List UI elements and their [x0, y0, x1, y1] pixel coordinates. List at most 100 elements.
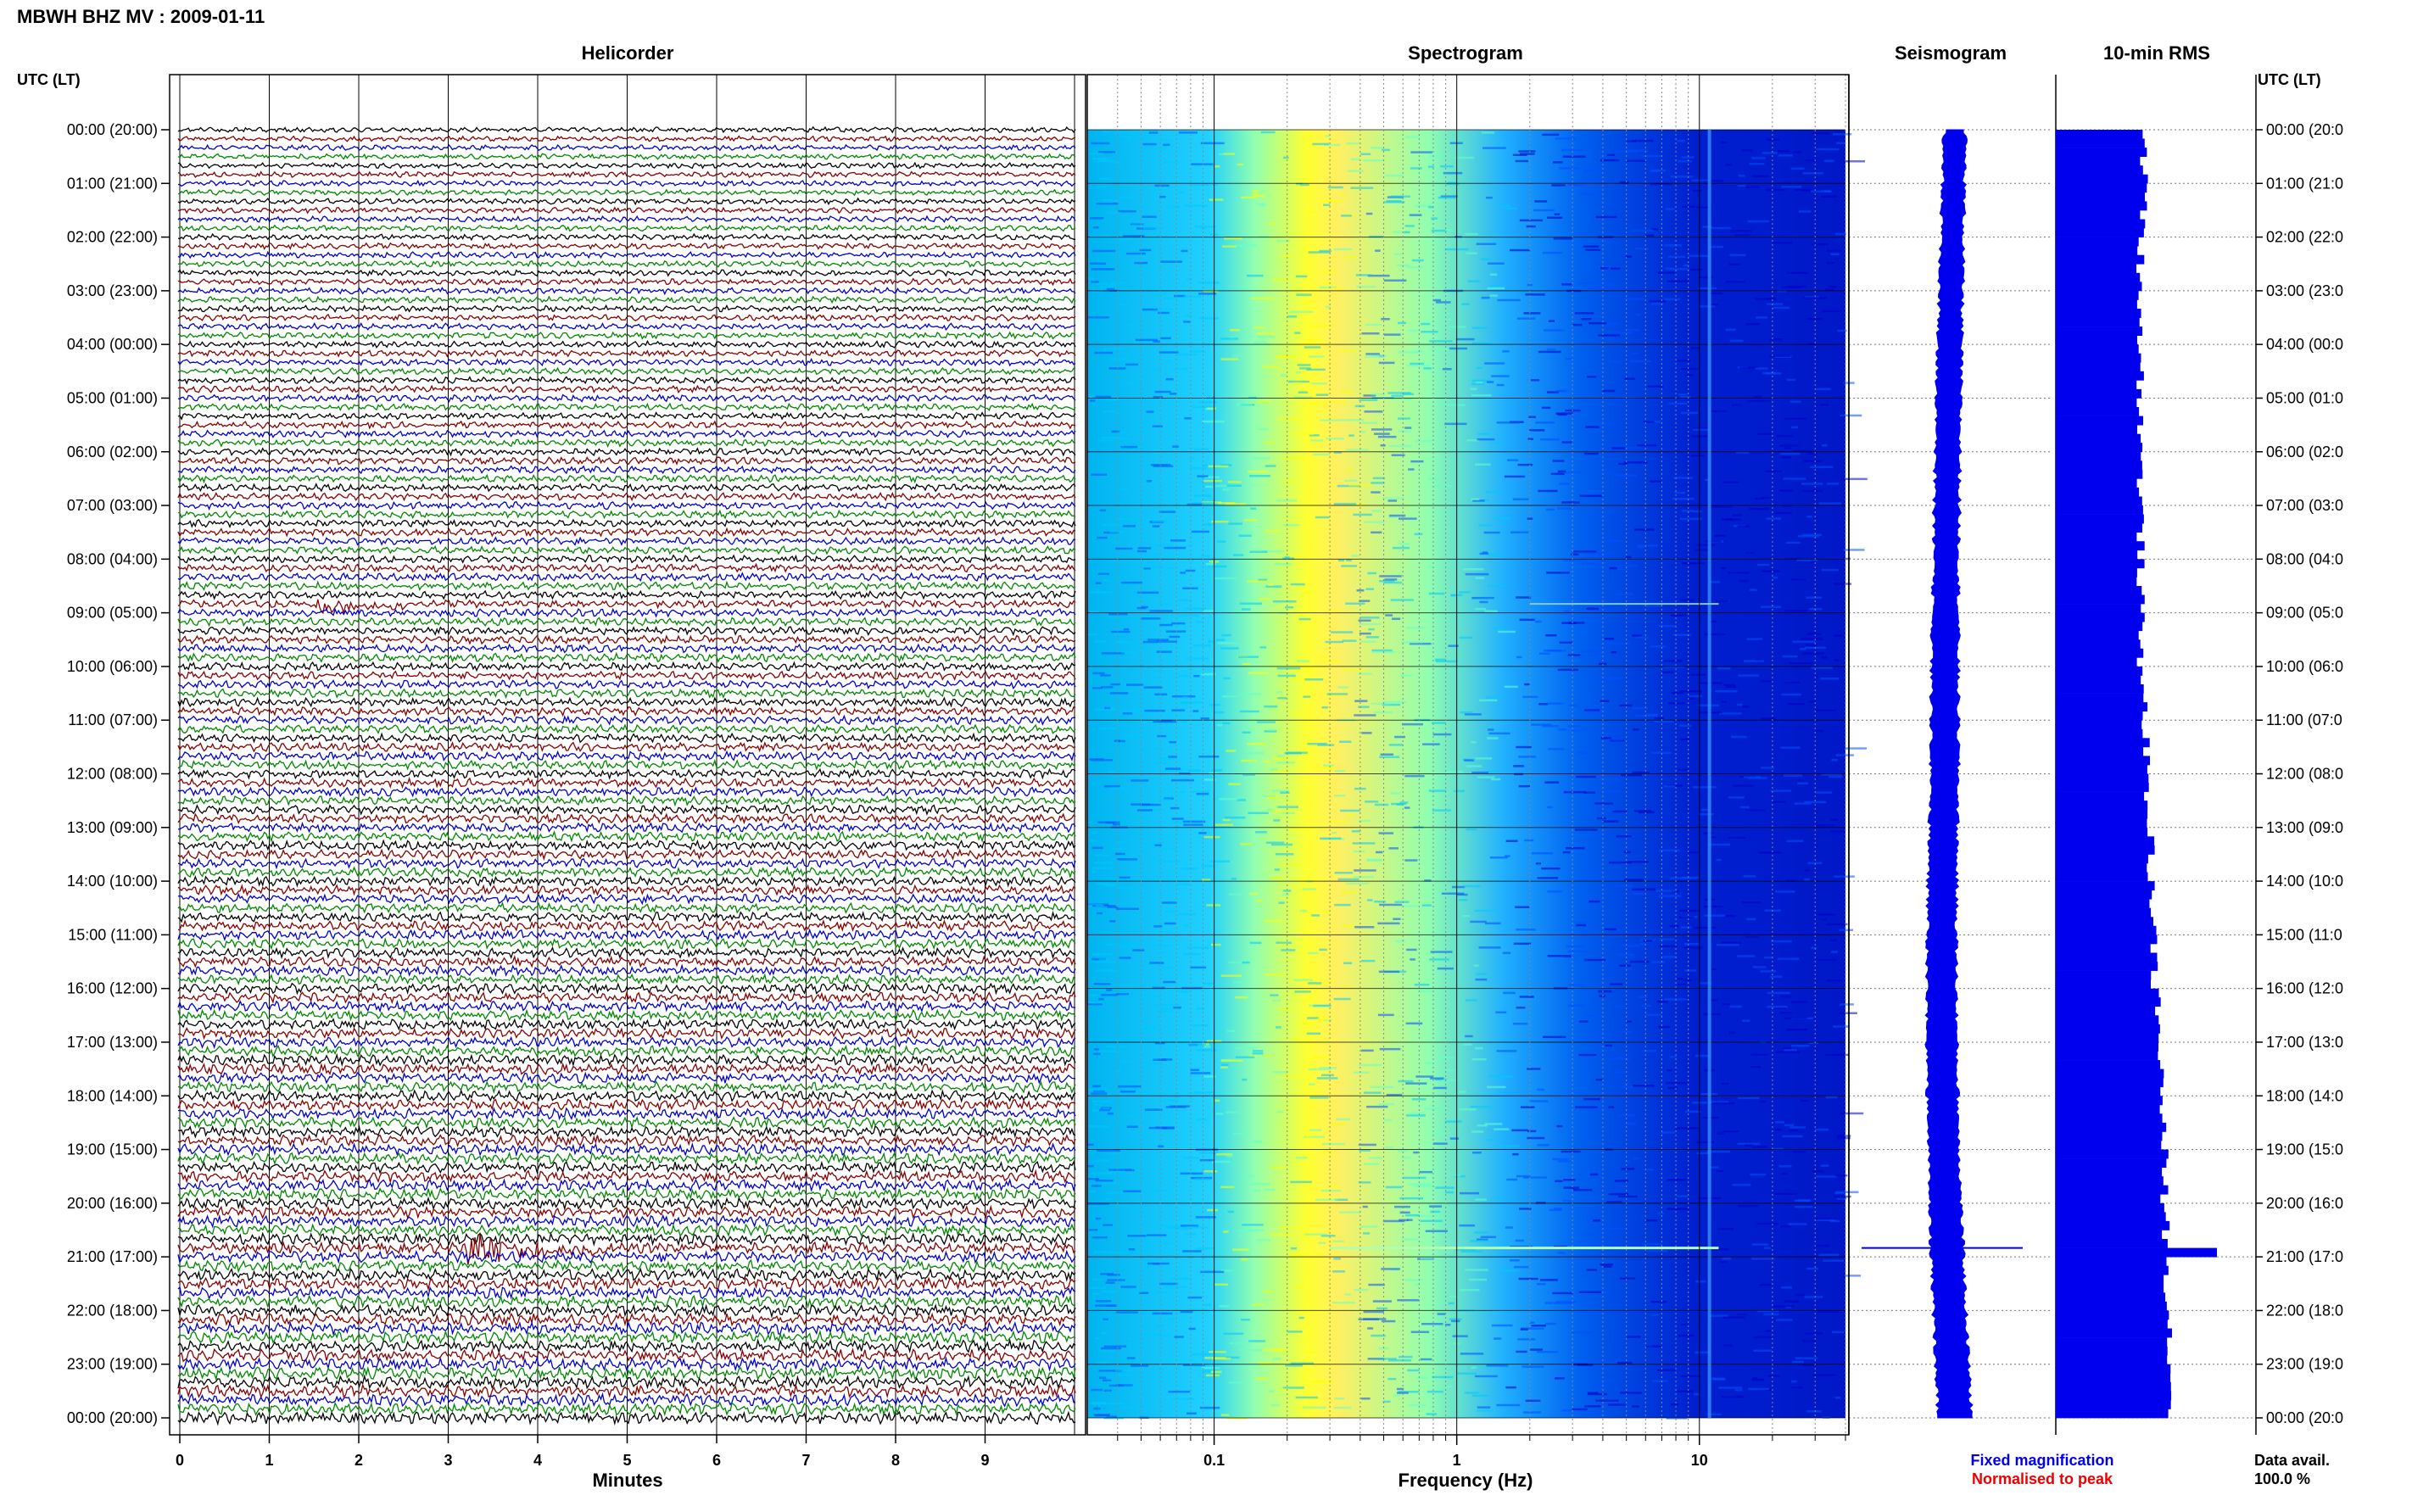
rms-bar: [2056, 425, 2137, 434]
spectrogram-cell: [1171, 1277, 1192, 1280]
spectrogram-cell: [1424, 1107, 1447, 1110]
spectrogram-cell: [1459, 636, 1473, 639]
spectrogram-cell: [1512, 153, 1527, 156]
rms-bar: [2056, 192, 2145, 202]
spectrogram-cell: [1320, 419, 1341, 421]
spectrogram-cell: [1095, 1217, 1102, 1220]
spectrogram-cell: [1405, 136, 1420, 138]
spectrogram-cell: [1230, 1342, 1251, 1345]
spectrogram-cell: [1471, 1394, 1488, 1397]
rms-bar: [2056, 979, 2151, 989]
spectrogram-cell: [1448, 1302, 1454, 1305]
spectrogram-cell: [1309, 402, 1327, 405]
spectrogram-cell: [1379, 756, 1400, 758]
spectrogram-cell: [1186, 544, 1192, 547]
spectrogram-cell: [1320, 837, 1342, 840]
spectrogram-cell: [1625, 555, 1632, 559]
spectrogram-cell: [1301, 1380, 1307, 1382]
spectrogram-cell: [1272, 278, 1290, 281]
spectrogram-cell: [1608, 360, 1622, 363]
spectrogram-cell: [1339, 740, 1352, 743]
spectrogram-cell: [1488, 262, 1505, 265]
spectrogram-cell: [1183, 823, 1203, 826]
spectrogram-cell: [1699, 276, 1714, 279]
spectrogram-cell: [1132, 1385, 1142, 1387]
spectrogram-cell: [1731, 404, 1741, 406]
helicorder-trace: [177, 562, 1076, 573]
spectrogram-cell: [1732, 1184, 1751, 1186]
time-axis-label-left: 13:00 (09:00): [67, 819, 158, 836]
spectrogram-cell: [1095, 969, 1119, 972]
spectrogram-cell: [1186, 657, 1209, 660]
spectrogram-cell: [1818, 1253, 1840, 1256]
spectrogram-cell: [1092, 1278, 1103, 1281]
spectrogram-cell: [1097, 160, 1118, 163]
spectrogram-cell: [1428, 154, 1446, 158]
spectrogram-cell: [1259, 235, 1269, 238]
spectrogram-cell: [1106, 989, 1113, 991]
spectrogram-cell: [1280, 791, 1290, 794]
spectrogram-cell: [1773, 306, 1789, 310]
spectrogram-cell: [1738, 674, 1760, 677]
spectrogram-cell: [1512, 1152, 1519, 1156]
spectrogram-cell: [1729, 1005, 1742, 1008]
spectrogram-cell: [1290, 555, 1301, 558]
spectrogram-cell: [1568, 622, 1585, 624]
time-axis-label-right: 23:00 (19:0: [2266, 1356, 2343, 1373]
spectrogram-cell: [1789, 1126, 1806, 1129]
spectrogram-cell: [1546, 702, 1564, 705]
spectrogram-cell: [1566, 945, 1583, 948]
spectrogram-cell: [1524, 683, 1530, 686]
rms-bar: [2056, 174, 2148, 184]
spectrogram-cell: [1717, 667, 1731, 670]
spectrogram-cell: [1728, 796, 1745, 799]
spectrogram-cell: [1512, 1023, 1528, 1025]
spectrogram-cell: [1782, 1135, 1803, 1138]
spectrogram-cell: [1615, 1005, 1626, 1008]
spectrogram-cell: [1471, 771, 1488, 774]
helicorder-x-tick-label: 0: [176, 1452, 184, 1469]
spectrogram-cell: [1399, 1355, 1413, 1359]
spectrogram-cell: [1303, 591, 1313, 594]
spectrogram-cell: [1404, 231, 1410, 234]
spectrogram-cell: [1272, 600, 1297, 603]
spectrogram-cell: [1431, 722, 1447, 724]
spectrogram-cell: [1519, 996, 1534, 998]
spectrogram-cell: [1470, 1105, 1492, 1108]
spectrogram-cell: [1103, 1318, 1108, 1320]
spectrogram-cell: [1601, 552, 1614, 555]
spectrogram-cell: [1465, 1035, 1473, 1038]
spectrogram-cell: [1166, 1225, 1187, 1228]
time-axis-label-right: 20:00 (16:0: [2266, 1195, 2343, 1212]
spectrogram-cell: [1101, 686, 1114, 689]
spectrogram-cell: [1177, 614, 1200, 617]
rms-bar: [2056, 756, 2150, 766]
spectrogram-cell: [1790, 1045, 1810, 1047]
spectrogram-cell: [1248, 812, 1269, 814]
spectrogram-cell: [1346, 882, 1370, 885]
spectrogram-cell: [1171, 778, 1194, 782]
spectrogram-cell: [1146, 747, 1164, 750]
helicorder-trace: [177, 1071, 1076, 1085]
spectrogram-cell: [1598, 283, 1615, 286]
spectrogram-cell: [1414, 1185, 1434, 1188]
spectrogram-cell: [1336, 1118, 1350, 1121]
spectrogram-cell: [1805, 644, 1817, 647]
spectrogram-cell: [1360, 153, 1371, 155]
spectrogram-cell: [1190, 350, 1206, 353]
spectrogram-cell: [1241, 759, 1257, 762]
spectrogram-cell: [1270, 1166, 1286, 1169]
spectrogram-cell: [1678, 1334, 1694, 1337]
spectrogram-cell: [1281, 255, 1293, 258]
time-axis-label-right: 22:00 (18:0: [2266, 1302, 2343, 1319]
spectrogram-cell: [1430, 1210, 1441, 1214]
spectrogram-cell: [1293, 1037, 1300, 1041]
spectrogram-cell: [1320, 1189, 1342, 1192]
helicorder-trace: [177, 206, 1076, 215]
spectrogram-cell: [1114, 161, 1121, 165]
spectrogram-cell: [1383, 279, 1407, 282]
spectrogram-cell: [1527, 517, 1533, 520]
spectrogram-cell: [1382, 497, 1404, 499]
spectrogram-cell: [1539, 438, 1560, 441]
